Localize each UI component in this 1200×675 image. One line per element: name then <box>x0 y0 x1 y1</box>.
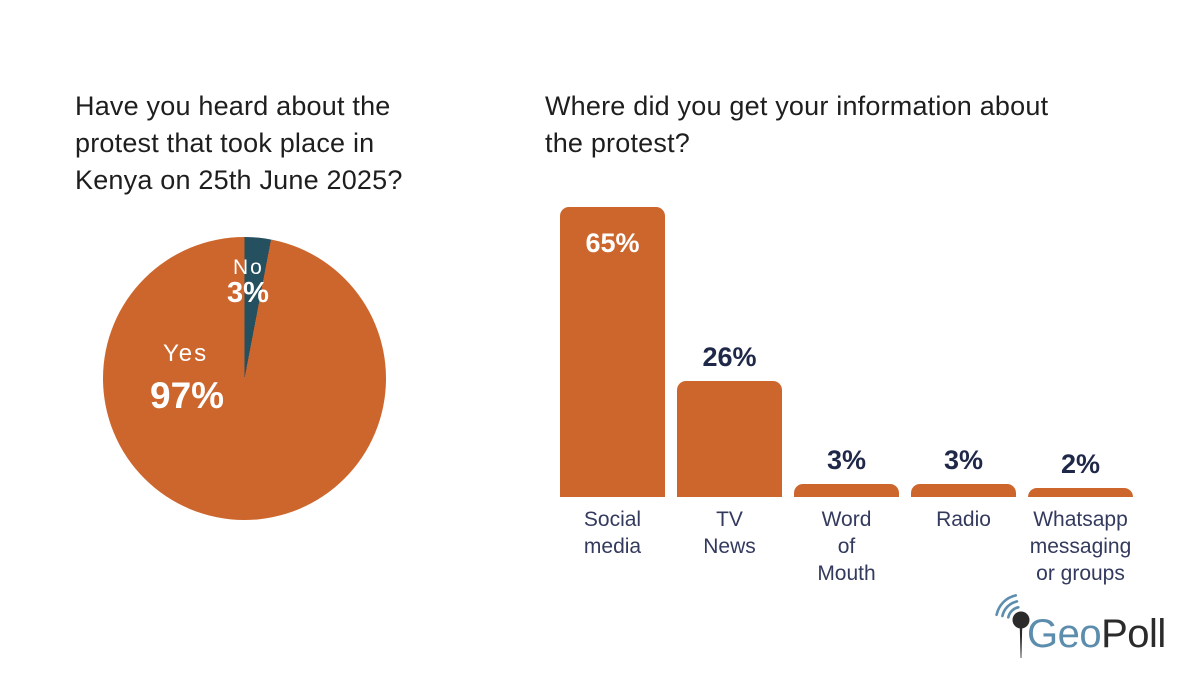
bar-category-label: Word of Mouth <box>817 508 876 585</box>
pie-slice-no-label: No <box>233 256 264 279</box>
bar-category-label: TV News <box>703 508 756 558</box>
map-pin-icon <box>1012 611 1030 658</box>
pie-chart-title: Have you heard about the protest that to… <box>75 91 403 195</box>
bar-category-label: Whatsapp messaging or groups <box>1029 508 1132 585</box>
bar-whatsapp <box>1028 488 1133 497</box>
bar-radio <box>911 484 1016 497</box>
pie-slice-yes-label: Yes <box>163 340 209 367</box>
bar-value-label: 2% <box>1060 449 1101 479</box>
signal-waves-icon <box>995 594 1020 619</box>
bar-stack: 65% <box>560 200 665 497</box>
bar-stack: 26% <box>677 200 782 497</box>
bar-column-whatsapp: 2% Whatsapp messaging or groups <box>1028 200 1133 587</box>
pie-slice-no-value: 3% <box>227 277 269 309</box>
bar-value-label: 3% <box>943 445 984 475</box>
logo-wordmark: GeoPoll <box>1027 612 1166 656</box>
bar-value-label: 3% <box>826 445 867 475</box>
pie-slice-yes-value: 97% <box>150 375 225 416</box>
logo-text-geo: Geo <box>1027 612 1101 656</box>
geopoll-logo-graphic: GeoPoll <box>995 594 1166 658</box>
bar-tv-news <box>677 381 782 497</box>
geopoll-logo: GeoPoll <box>993 590 1193 664</box>
bar-word-of-mouth <box>794 484 899 497</box>
bar-column-tv-news: 26% TV News <box>677 200 782 587</box>
bar-stack: 3% <box>911 200 1016 497</box>
bar-social-media <box>560 207 665 497</box>
bar-stack: 3% <box>794 200 899 497</box>
bar-column-word-of-mouth: 3% Word of Mouth <box>794 200 899 587</box>
logo-text-poll: Poll <box>1101 612 1166 656</box>
bar-value-label: 65% <box>585 228 640 258</box>
bar-value-label: 26% <box>702 342 757 372</box>
bar-column-radio: 3% Radio <box>911 200 1016 587</box>
bar-stack: 2% <box>1028 200 1133 497</box>
bar-column-social-media: 65% Social media <box>560 200 665 587</box>
pie-chart: No 3% Yes 97% <box>103 237 386 520</box>
bar-category-label: Social media <box>583 508 642 558</box>
bar-chart-title: Where did you get your information about… <box>545 91 1049 158</box>
bar-chart: 65% Social media 26% TV News 3% Word of … <box>560 200 1145 587</box>
bar-category-label: Radio <box>936 508 991 531</box>
